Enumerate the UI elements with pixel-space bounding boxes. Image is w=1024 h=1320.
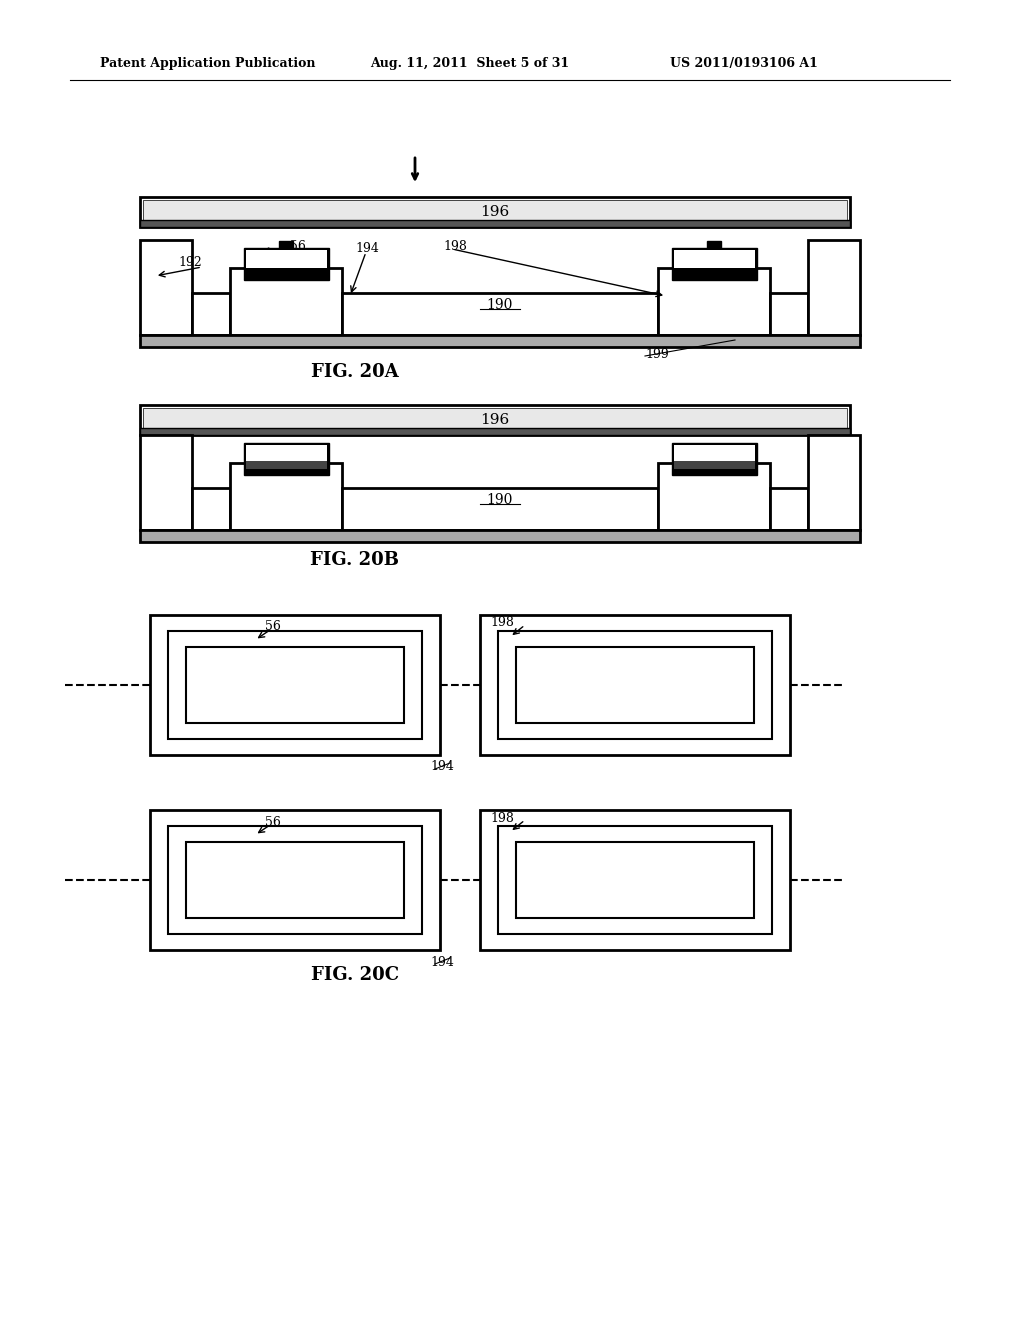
- Text: 194: 194: [430, 760, 454, 774]
- Bar: [140, 335, 860, 347]
- Bar: [658, 463, 770, 531]
- Bar: [140, 428, 850, 436]
- Bar: [186, 647, 404, 723]
- Text: 198: 198: [443, 239, 467, 252]
- Bar: [143, 408, 847, 432]
- Text: Aug. 11, 2011  Sheet 5 of 31: Aug. 11, 2011 Sheet 5 of 31: [370, 57, 569, 70]
- Bar: [143, 201, 847, 224]
- Text: 56: 56: [265, 620, 281, 634]
- Bar: [150, 615, 440, 755]
- Bar: [193, 488, 230, 531]
- Text: FIG. 20B: FIG. 20B: [310, 550, 399, 569]
- Text: 196: 196: [480, 205, 510, 219]
- Bar: [140, 197, 850, 227]
- Bar: [140, 436, 193, 531]
- Bar: [480, 810, 790, 950]
- Bar: [342, 293, 658, 335]
- Bar: [230, 463, 342, 531]
- Text: 198: 198: [490, 812, 514, 825]
- Bar: [674, 461, 755, 469]
- Bar: [140, 220, 850, 227]
- Bar: [168, 631, 422, 739]
- Text: 199: 199: [645, 348, 669, 362]
- Text: 190: 190: [486, 492, 513, 507]
- Bar: [143, 201, 847, 224]
- Bar: [150, 810, 440, 950]
- Bar: [143, 408, 847, 432]
- Text: 56: 56: [290, 239, 306, 252]
- Bar: [658, 268, 770, 335]
- Bar: [342, 488, 658, 531]
- Bar: [516, 842, 754, 917]
- Bar: [140, 531, 860, 543]
- Bar: [516, 647, 754, 723]
- Bar: [279, 242, 293, 249]
- Bar: [140, 240, 193, 335]
- Bar: [244, 444, 329, 475]
- Bar: [498, 631, 772, 739]
- Bar: [230, 268, 342, 335]
- Bar: [246, 249, 327, 268]
- Text: FIG. 20C: FIG. 20C: [311, 966, 399, 983]
- Bar: [186, 842, 404, 917]
- Text: FIG. 20A: FIG. 20A: [311, 363, 399, 381]
- Bar: [672, 444, 757, 475]
- Text: 196: 196: [480, 413, 510, 426]
- Bar: [168, 826, 422, 935]
- Bar: [707, 242, 721, 249]
- Bar: [244, 248, 329, 280]
- Bar: [770, 293, 808, 335]
- Bar: [246, 445, 327, 463]
- Bar: [480, 615, 790, 755]
- Text: 194: 194: [355, 242, 379, 255]
- Bar: [193, 293, 230, 335]
- Bar: [674, 445, 755, 463]
- Text: 198: 198: [490, 616, 514, 630]
- Bar: [672, 248, 757, 280]
- Text: 190: 190: [486, 298, 513, 312]
- Bar: [770, 488, 808, 531]
- Bar: [808, 436, 860, 531]
- Text: 56: 56: [265, 816, 281, 829]
- Bar: [498, 826, 772, 935]
- Text: 194: 194: [430, 956, 454, 969]
- Bar: [674, 249, 755, 268]
- Text: US 2011/0193106 A1: US 2011/0193106 A1: [670, 57, 818, 70]
- Bar: [246, 461, 327, 469]
- Bar: [140, 405, 850, 436]
- Text: Patent Application Publication: Patent Application Publication: [100, 57, 315, 70]
- Text: 192: 192: [178, 256, 202, 269]
- Bar: [808, 240, 860, 335]
